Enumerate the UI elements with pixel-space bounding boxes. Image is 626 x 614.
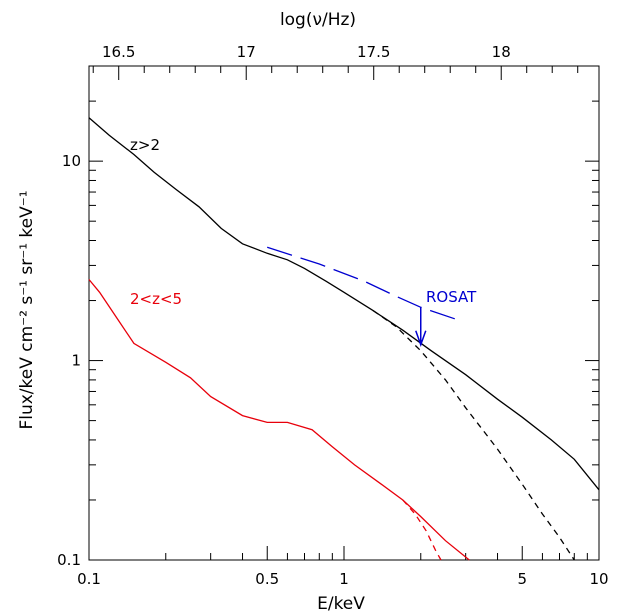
ticks: [88, 65, 599, 561]
x-tick-label: 10: [589, 570, 608, 588]
series-line-2: [88, 279, 470, 561]
arrow-head: [415, 330, 427, 348]
top-tick-label: 18: [492, 43, 511, 61]
x-tick-label: 0.5: [255, 570, 279, 588]
y-tick-label: 0.1: [57, 551, 81, 569]
series-line-3: [402, 499, 442, 561]
y-tick-label: 1: [71, 352, 81, 370]
x-tick-label: 1: [339, 570, 349, 588]
top-tick-label: 17.5: [357, 43, 390, 61]
top-tick-label: 16.5: [102, 43, 135, 61]
series-line-1: [372, 310, 575, 561]
plot-frame: [88, 65, 600, 561]
x-axis-title: E/keV: [317, 594, 365, 614]
top-tick-label: 17: [237, 43, 256, 61]
series-layer: [88, 117, 600, 561]
y-tick-label: 10: [62, 152, 81, 170]
annotation-rosat: ROSAT: [426, 288, 477, 306]
tick-labels: 0.1 0.5 1 5 10 0.1 1 10 16.5 17 17.5 18: [57, 43, 608, 588]
annotation-2-lt-z-lt-5: 2<z<5: [130, 290, 182, 308]
series-line-0: [88, 117, 600, 491]
series-line-4: [267, 246, 459, 321]
rosat-arrow: [415, 307, 427, 348]
y-axis-title: Flux/keV cm⁻² s⁻¹ sr⁻¹ keV⁻¹: [17, 190, 37, 429]
top-x-axis-title: log(ν/Hz): [280, 10, 356, 30]
x-tick-label: 0.1: [77, 570, 101, 588]
x-tick-label: 5: [517, 570, 527, 588]
annotation-z-gt-2: z>2: [130, 136, 160, 154]
